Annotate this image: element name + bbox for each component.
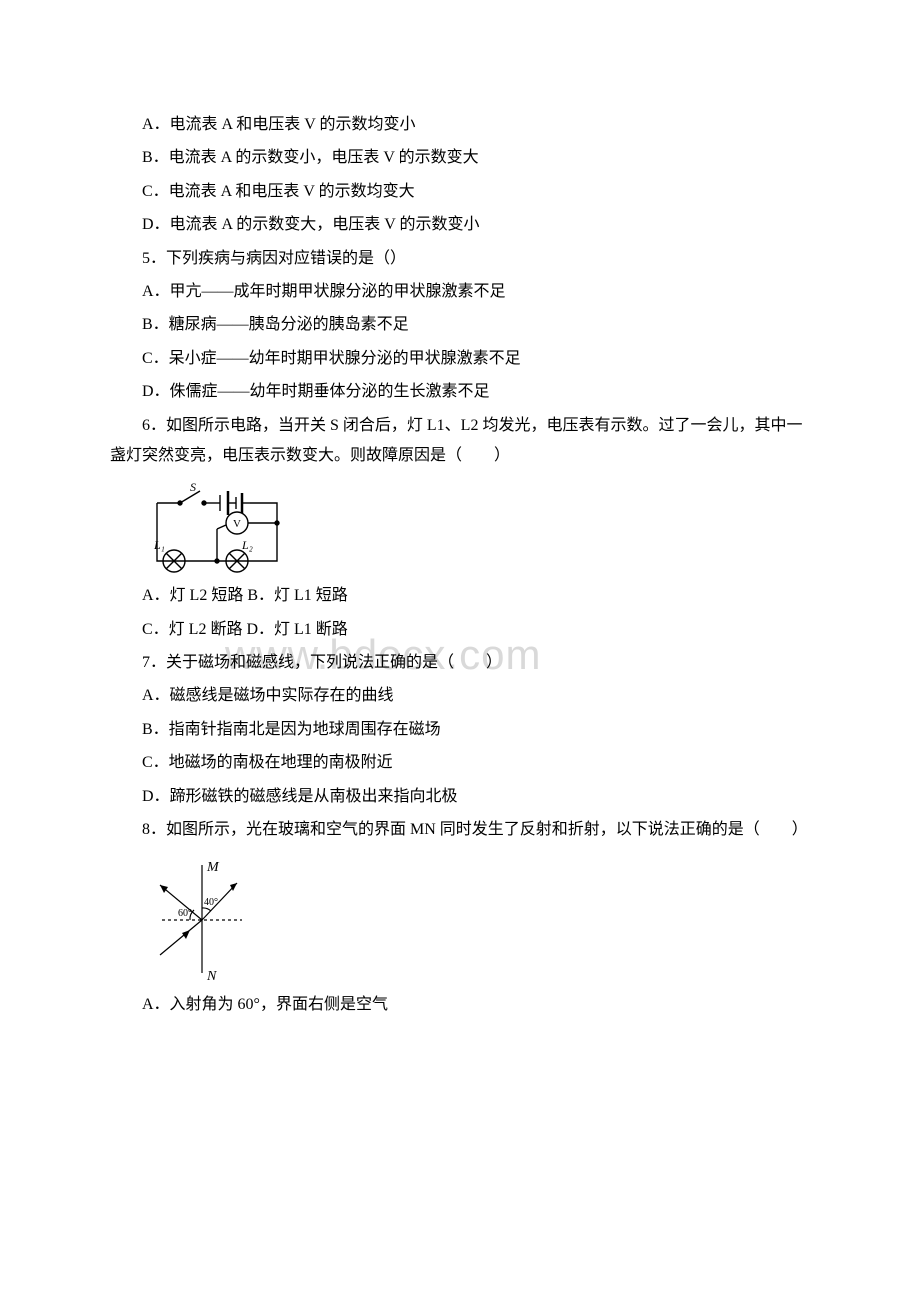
label-angle-40: 40°: [204, 897, 218, 908]
q8-option-a: A．入射角为 60°，界面右侧是空气: [110, 990, 810, 1020]
q6-option-ab: A．灯 L2 短路 B．灯 L1 短路: [110, 581, 810, 611]
q4-option-b: B．电流表 A 的示数变小，电压表 V 的示数变大: [110, 143, 810, 173]
q6-circuit-diagram: S V L₁ L₂: [142, 481, 810, 576]
q7-option-d: D．蹄形磁铁的磁感线是从南极出来指向北极: [110, 782, 810, 812]
label-angle-60: 60°: [178, 908, 192, 919]
q8-stem: 8．如图所示，光在玻璃和空气的界面 MN 同时发生了反射和折射，以下说法正确的是…: [110, 815, 810, 845]
q7-option-a: A．磁感线是磁场中实际存在的曲线: [110, 681, 810, 711]
q4-option-d: D．电流表 A 的示数变大，电压表 V 的示数变小: [110, 210, 810, 240]
label-v: V: [233, 518, 241, 530]
q4-option-a: A．电流表 A 和电压表 V 的示数均变小: [110, 110, 810, 140]
q6-stem: 6．如图所示电路，当开关 S 闭合后，灯 L1、L2 均发光，电压表有示数。过了…: [110, 411, 810, 472]
label-l2: L₂: [241, 538, 253, 552]
q6-option-cd: C．灯 L2 断路 D．灯 L1 断路: [110, 615, 810, 645]
label-l1: L₁: [153, 538, 165, 552]
q7-option-b: B．指南针指南北是因为地球周围存在磁场: [110, 715, 810, 745]
label-m: M: [206, 860, 220, 875]
q7-option-c: C．地磁场的南极在地理的南极附近: [110, 748, 810, 778]
q7-stem: 7．关于磁场和磁感线，下列说法正确的是（ ）: [110, 648, 810, 678]
q5-option-c: C．呆小症——幼年时期甲状腺分泌的甲状腺激素不足: [110, 344, 810, 374]
q5-option-a: A．甲亢——成年时期甲状腺分泌的甲状腺激素不足: [110, 277, 810, 307]
q8-optics-diagram: M N 60° 40°: [142, 855, 810, 985]
q4-option-c: C．电流表 A 和电压表 V 的示数均变大: [110, 177, 810, 207]
q5-option-b: B．糖尿病——胰岛分泌的胰岛素不足: [110, 310, 810, 340]
q5-option-d: D．侏儒症——幼年时期垂体分泌的生长激素不足: [110, 377, 810, 407]
document-content: A．电流表 A 和电压表 V 的示数均变小 B．电流表 A 的示数变小，电压表 …: [110, 110, 810, 1021]
label-s: S: [190, 481, 196, 494]
label-n: N: [206, 969, 217, 984]
q5-stem: 5．下列疾病与病因对应错误的是（）: [110, 244, 810, 274]
